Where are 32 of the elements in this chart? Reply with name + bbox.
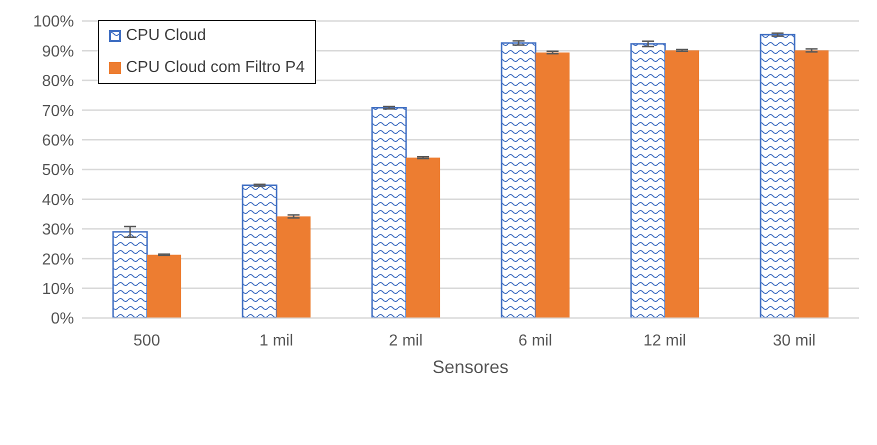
x-tick-label: 12 mil [643, 332, 686, 350]
y-tick-label: 20% [42, 251, 74, 268]
legend-label: CPU Cloud [126, 27, 206, 45]
bar [630, 43, 666, 318]
bar [665, 50, 700, 318]
bar [147, 254, 182, 318]
y-tick-label: 40% [42, 192, 74, 209]
y-tick-label: 80% [42, 73, 74, 90]
x-tick-label: 2 mil [388, 332, 423, 350]
bar [371, 106, 407, 318]
x-tick-label: 1 mil [259, 332, 294, 350]
bar [242, 184, 278, 318]
legend-label: CPU Cloud com Filtro P4 [126, 59, 305, 77]
y-tick-label: 70% [42, 102, 74, 120]
x-tick-label: 500 [133, 332, 160, 350]
bar [536, 52, 570, 318]
bar [406, 158, 440, 318]
y-tick-label: 30% [42, 222, 74, 239]
y-tick-label: 60% [42, 132, 74, 150]
x-axis-title: Sensores [432, 357, 509, 377]
bar [276, 216, 311, 318]
bar [794, 50, 829, 318]
y-tick-label: 90% [42, 43, 74, 60]
x-tick-label: 6 mil [518, 332, 552, 350]
bar [500, 42, 536, 318]
y-tick-label: 0% [50, 310, 74, 328]
y-tick-label: 10% [42, 280, 74, 298]
bar [112, 231, 148, 318]
y-tick-label: 50% [42, 162, 74, 180]
bar [760, 34, 796, 318]
x-tick-label: 30 mil [772, 332, 816, 350]
y-tick-label: 100% [33, 14, 74, 31]
